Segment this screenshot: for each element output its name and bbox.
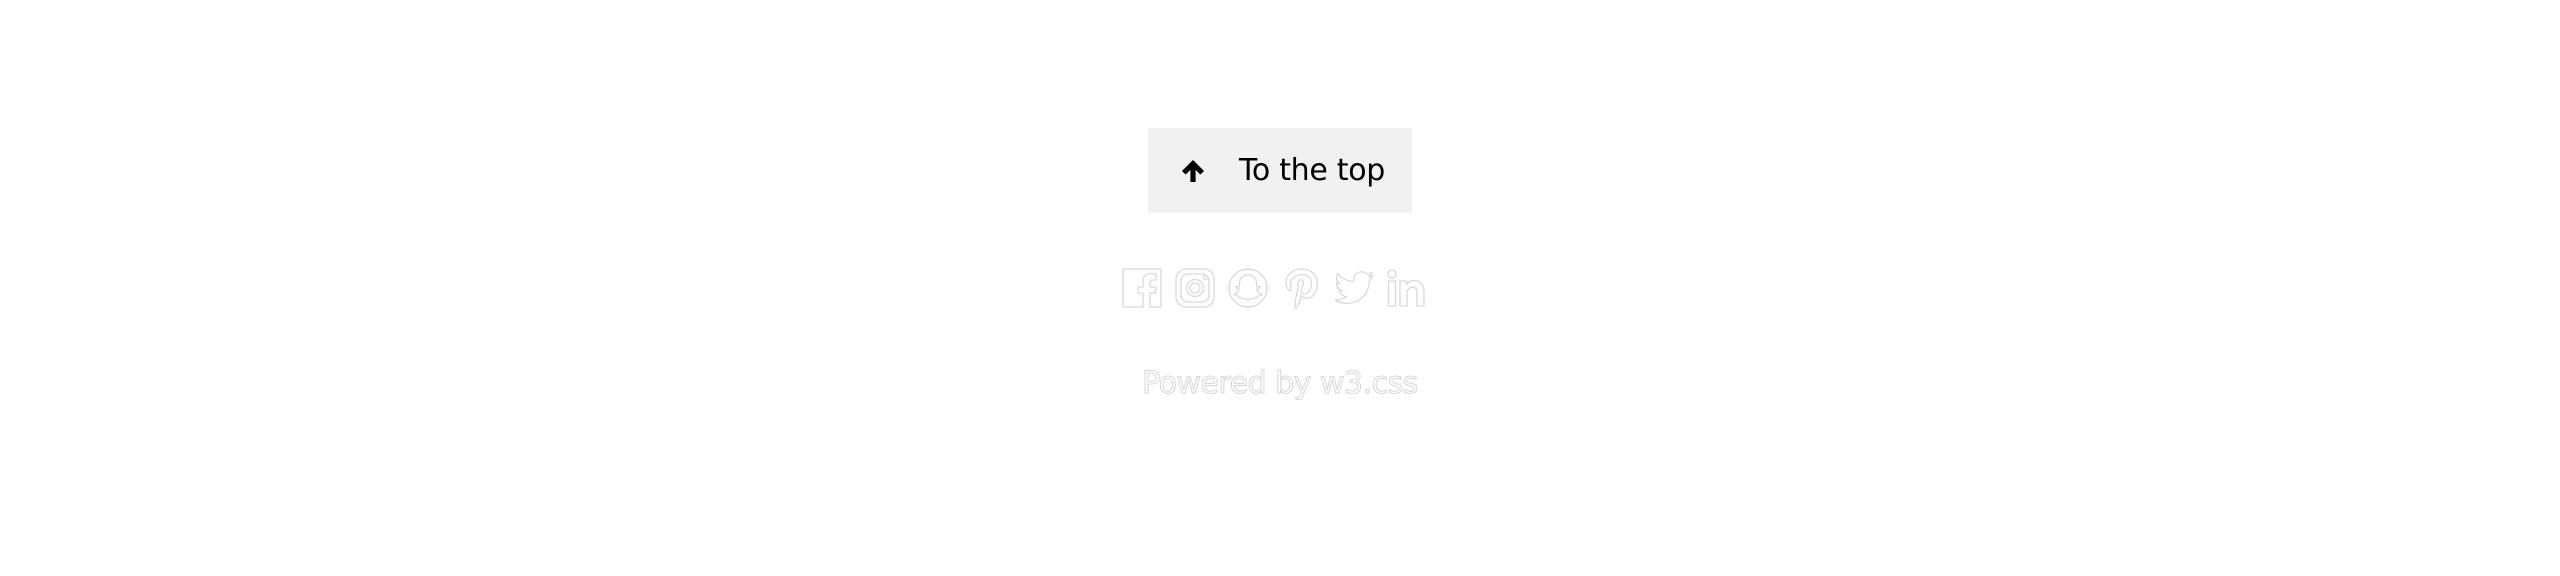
instagram-icon[interactable]: [1173, 266, 1217, 310]
to-the-top-label: To the top: [1239, 153, 1386, 188]
w3css-link[interactable]: w3.css: [1320, 366, 1419, 402]
social-links: [1120, 266, 1440, 310]
snapchat-icon[interactable]: [1226, 266, 1270, 310]
arrow-up-icon: [1178, 156, 1208, 186]
powered-by-text: Powered by w3.css: [0, 366, 2560, 402]
pinterest-icon[interactable]: [1279, 266, 1323, 310]
twitter-icon[interactable]: [1332, 266, 1376, 310]
linkedin-icon[interactable]: [1385, 266, 1429, 310]
powered-by-prefix: Powered by: [1142, 366, 1312, 402]
facebook-icon[interactable]: [1120, 266, 1164, 310]
to-the-top-button[interactable]: To the top: [1148, 128, 1412, 213]
